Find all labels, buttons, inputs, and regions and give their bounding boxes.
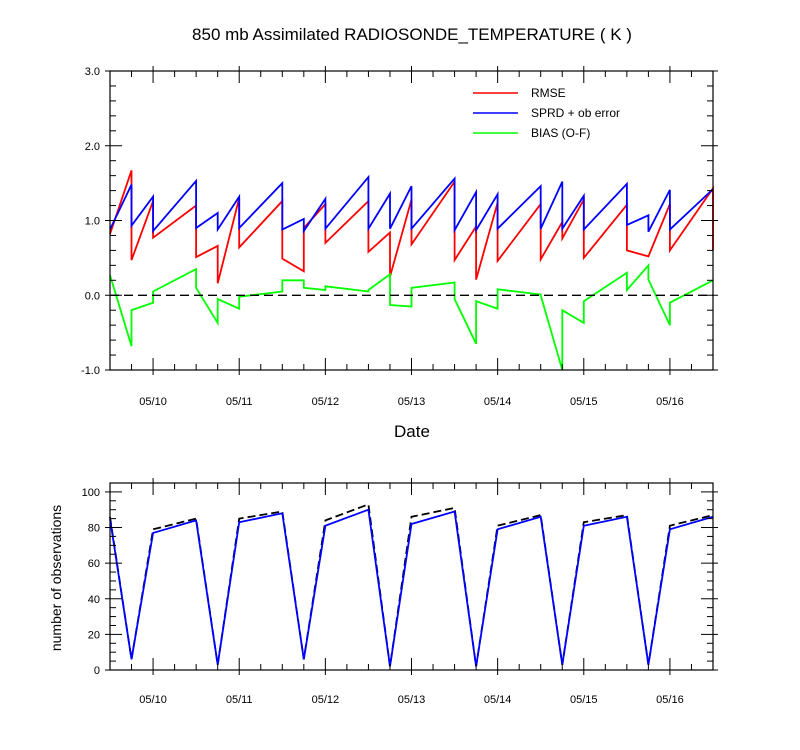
top-x-axis-title: Date: [394, 422, 430, 441]
legend: RMSE SPRD + ob error BIAS (O-F): [473, 86, 620, 140]
x-tick-label: 05/13: [398, 694, 426, 706]
series-line-sprd-ob-error: [109, 174, 714, 234]
x-tick-label: 05/15: [570, 694, 598, 706]
plot-frame: [109, 482, 714, 671]
legend-label-bias: BIAS (O-F): [531, 126, 590, 140]
x-tick-label: 05/15: [570, 396, 598, 408]
y-tick-label: 100: [82, 487, 100, 499]
x-tick-label: 05/16: [656, 694, 684, 706]
y-tick-label: 80: [88, 523, 100, 535]
x-tick-label: 05/16: [656, 396, 684, 408]
y-tick-label: 2.0: [85, 141, 100, 153]
series-line-used: [109, 508, 714, 667]
x-tick-label: 05/12: [312, 396, 340, 408]
y-tick-label: 0.0: [85, 290, 100, 302]
y-tick-label: 60: [88, 558, 100, 570]
x-tick-label: 05/14: [484, 694, 512, 706]
series-line-bias-o-f: [109, 263, 714, 371]
x-tick-label: 05/10: [139, 396, 167, 408]
x-tick-label: 05/12: [312, 694, 340, 706]
x-tick-label: 05/11: [226, 396, 253, 408]
y-tick-label: 1.0: [85, 216, 100, 228]
top-panel: 05/10 05/11 05/12 05/13 05/14 05/15 05/16 -1.0 0…: [81, 66, 718, 408]
legend-label-rmse: RMSE: [531, 86, 566, 100]
y-tick-label: 20: [88, 629, 100, 641]
bottom-y-axis-title: number of observations: [48, 505, 64, 651]
y-tick-label: 0: [94, 665, 100, 677]
y-tick-label: 3.0: [85, 66, 100, 78]
bottom-panel: 05/10 05/11 05/12 05/13 05/14 05/15 05/16 0 20 40…: [82, 478, 718, 706]
x-tick-label: 05/10: [139, 694, 167, 706]
series-line-rmse: [109, 170, 714, 284]
series-line-possible: [109, 503, 714, 667]
x-tick-label: 05/14: [484, 396, 512, 408]
y-tick-label: 40: [88, 594, 100, 606]
legend-label-sprd: SPRD + ob error: [531, 106, 620, 120]
x-tick-label: 05/11: [226, 694, 253, 706]
chart-title: 850 mb Assimilated RADIOSONDE_TEMPERATUR…: [192, 25, 632, 44]
y-tick-label: -1.0: [81, 365, 100, 377]
x-tick-label: 05/13: [398, 396, 426, 408]
